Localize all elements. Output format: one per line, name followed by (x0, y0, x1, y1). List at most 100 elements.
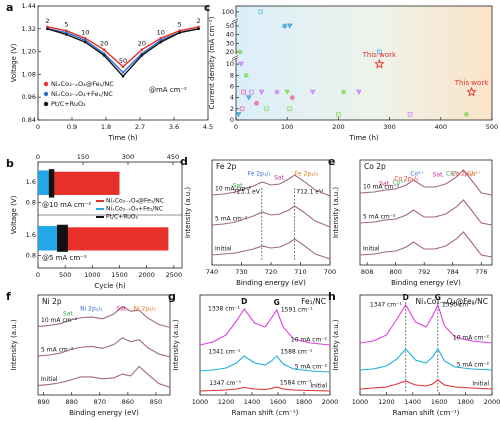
y-tick-label: 20 (226, 48, 234, 56)
x-tick-label: 1600 (270, 398, 287, 406)
y-tick-label: 1.20 (22, 48, 36, 56)
panel-title: Fe₁/NC (301, 297, 326, 306)
voltage-point (46, 27, 49, 31)
panel-label: f (6, 290, 11, 303)
panel-title: Ni 2p (42, 297, 62, 306)
x-tick-label: 1800 (296, 398, 313, 406)
literature-point (241, 89, 246, 95)
x-tick-label: 1000 (84, 271, 101, 279)
plot-frame (235, 5, 493, 121)
spectrum-line (359, 379, 493, 390)
literature-point (235, 112, 242, 118)
voltage-line (47, 28, 199, 78)
plot-frame (359, 294, 493, 396)
x-tick-label: 0 (36, 123, 40, 131)
spectrum-line (359, 199, 493, 226)
x-axis-title: Time (h) (348, 134, 379, 142)
x-tick-label: 784 (447, 268, 459, 276)
x-tick-label: 150 (77, 153, 89, 161)
x-tick-label: 500 (59, 271, 71, 279)
panel-title: Co 2p (364, 162, 386, 171)
peak-annotation: Ni 2p₁/₂ (80, 306, 103, 313)
legend-label: NiₓCo₃₋ₓO₄+Fe₁/NC (106, 206, 163, 213)
band-label: D (241, 297, 247, 306)
y-tick-label: 50 (226, 22, 234, 30)
voltage-point (159, 40, 163, 44)
literature-point (238, 61, 244, 67)
peak-label: 1584 cm⁻¹ (280, 380, 312, 387)
condition-label: @5 mA cm⁻² (42, 254, 87, 262)
panel-title: Fe 2p (216, 162, 237, 171)
voltage-point (121, 65, 125, 69)
x-tick-label: 4.5 (203, 123, 213, 131)
x-tick-label: 300 (383, 123, 395, 131)
voltage-point (83, 37, 87, 40)
voltage-point (83, 40, 87, 44)
current-label: 5 (178, 21, 182, 29)
panel-label: h (328, 290, 336, 303)
x-tick-label: 808 (361, 268, 373, 276)
peak-annotation: Fe 2p₁/₂ (248, 171, 272, 178)
panel-title: NiₓCo₃₋ₓO₄@Fe₁/NC (416, 297, 488, 306)
x-tick-label: 200 (332, 123, 344, 131)
x-tick-label: 870 (94, 398, 106, 406)
series-label: Initial (363, 246, 380, 253)
panel-label: e (328, 155, 335, 168)
legend-label: NiₓCo₃₋ₓO₄@Fe₁/NC (106, 198, 164, 205)
voltage-band (48, 169, 55, 198)
voltage-point (102, 48, 106, 51)
literature-point (282, 23, 287, 29)
peak-annotation: Sat. (63, 310, 75, 317)
peak-marker-label: 712.1 eV (296, 189, 324, 196)
voltage-point (197, 27, 200, 31)
y-tick-label: 0.8 (26, 252, 36, 260)
peak-annotation: Sat. (116, 306, 128, 313)
literature-point (258, 9, 263, 15)
panel-label: g (168, 290, 176, 303)
x-tick-label: 860 (122, 398, 134, 406)
y-tick-label: 0 (230, 116, 234, 124)
legend-label: Pt/C+RuO₂ (106, 214, 139, 221)
voltage-point (121, 71, 125, 74)
this-work-star (374, 58, 385, 69)
panel-label: c (204, 1, 211, 14)
x-tick-label: 890 (37, 398, 49, 406)
voltage-band (38, 226, 58, 251)
legend-marker (43, 81, 49, 87)
literature-point (287, 106, 293, 112)
plot-frame (37, 294, 171, 396)
x-axis-title: Time (h) (107, 134, 138, 142)
x-tick-label: 2500 (166, 271, 183, 279)
y-axis-title: Intensity (a.u.) (10, 319, 18, 371)
current-label: 20 (138, 40, 146, 48)
current-label: 2 (45, 17, 49, 25)
literature-point (245, 95, 252, 101)
voltage-point (159, 37, 163, 40)
y-axis-title: Intensity (a.u.) (332, 187, 340, 239)
peak-label: 1341 cm⁻¹ (208, 349, 240, 356)
x-axis-title: Raman shift (cm⁻¹) (232, 409, 299, 417)
peak-label: 1347 cm⁻¹ (370, 302, 402, 309)
series-label: 5 mA cm⁻² (295, 364, 328, 371)
panel-label: b (6, 157, 14, 170)
panel-label: d (180, 155, 188, 168)
literature-point (290, 95, 295, 100)
spectrum-line (359, 169, 493, 196)
y-tick-label: 100 (222, 8, 234, 16)
literature-point (377, 49, 382, 55)
plot-frame (359, 159, 493, 266)
x-tick-label: 1800 (457, 398, 474, 406)
y-tick-label: 0.8 (26, 199, 36, 207)
x-axis-title: Cycle (h) (94, 282, 126, 290)
break-mark (231, 18, 239, 24)
literature-point (243, 72, 249, 78)
x-tick-label: 2000 (484, 398, 500, 406)
spectrum-line (359, 231, 493, 258)
voltage-point (46, 25, 49, 29)
peak-annotation: Co²⁺ (467, 171, 480, 178)
peak-annotation: Sat. (433, 172, 445, 179)
voltage-point (140, 54, 144, 57)
y-tick-label: 1.6 (26, 231, 36, 239)
voltage-band (38, 227, 169, 251)
panel-label: a (6, 1, 13, 14)
